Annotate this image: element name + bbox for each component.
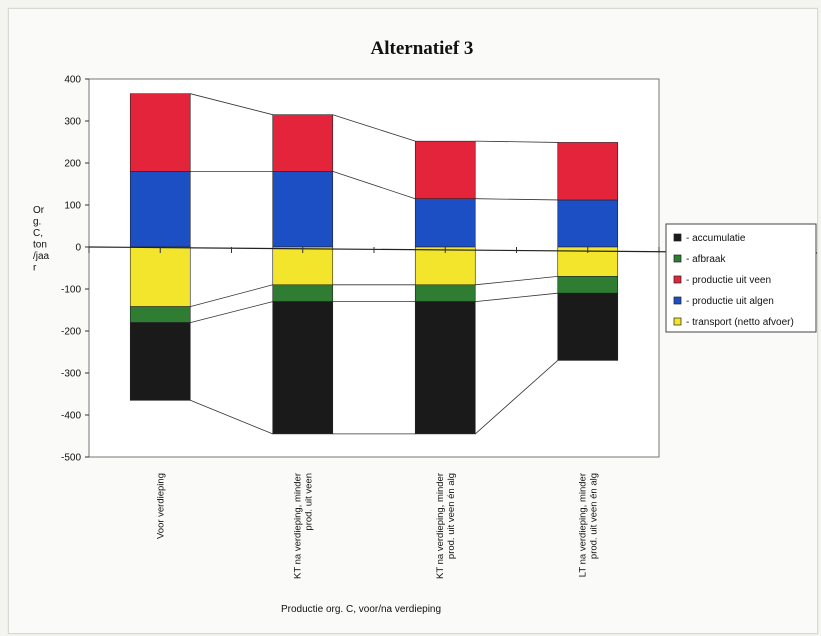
bar-segment-productie-uit-algen — [129, 171, 191, 248]
y-axis-title-line: g. — [33, 217, 41, 228]
x-category-label: Voor verdieping — [155, 473, 166, 539]
series-connector-line — [475, 198, 558, 201]
x-category-label: KT na verdieping, minder prod. uit veen — [292, 473, 314, 579]
y-tick-label: -100 — [61, 285, 81, 296]
x-axis-title: Productie org. C, voor/na verdieping — [281, 604, 441, 615]
stacked-bar-chart: Alternatief 3 400 300 200 100 0 -100 -200 -300 -… — [33, 38, 817, 615]
bar-segment-productie-uit-algen — [272, 171, 334, 248]
connector-lines — [190, 93, 559, 435]
bar-segment-productie-uit-veen — [129, 93, 191, 172]
y-axis-title-line: ton — [33, 240, 47, 251]
x-category-label-line: prod. uit veen én alg — [588, 473, 599, 559]
bar-segment-transport-netto-afvoer — [129, 246, 191, 307]
bar-segment-afbraak — [414, 284, 476, 302]
bar-segment-afbraak — [129, 306, 191, 323]
x-category-label-line: KT na verdieping, minder — [435, 473, 446, 579]
chart-page: Alternatief 3 400 300 200 100 0 -100 -200 -300 -… — [8, 8, 818, 634]
legend-label-accumulatie: - accumulatie — [686, 233, 746, 244]
y-axis-title-line: Or — [33, 205, 45, 216]
legend-label-productie-uit-algen: - productie uit algen — [686, 296, 774, 307]
bar-segment-productie-uit-veen — [557, 142, 619, 201]
x-category-label-line: prod. uit veen én alg — [446, 473, 457, 559]
x-category-label: LT na verdieping, minder prod. uit veen é… — [577, 473, 599, 577]
chart-title: Alternatief 3 — [371, 38, 474, 59]
series-connector-line — [190, 301, 273, 323]
y-tick-label: 400 — [64, 75, 81, 86]
series-connector-line — [475, 276, 558, 286]
legend-label-afbraak: - afbraak — [686, 254, 726, 265]
y-tick-label: 100 — [64, 201, 81, 212]
bar-segment-productie-uit-veen — [414, 140, 476, 200]
x-category-label-line: KT na verdieping, minder — [292, 473, 303, 579]
y-tick-label: 300 — [64, 117, 81, 128]
legend-label-transport-netto-afvoer: - transport (netto afvoer) — [686, 317, 794, 328]
series-connector-line — [475, 292, 558, 302]
bar-segment-accumulatie — [272, 301, 334, 435]
y-axis-title-line: C, — [33, 228, 43, 239]
x-category-label-line: LT na verdieping, minder — [577, 473, 588, 577]
y-tick-label: 200 — [64, 159, 81, 170]
x-axis-category-labels: Voor verdieping KT na verdieping, minder p… — [88, 247, 660, 579]
y-axis-title-line: /jaa — [33, 251, 50, 262]
y-tick-label: 0 — [75, 243, 81, 254]
legend-swatch-transport-netto-afvoer — [673, 317, 682, 326]
x-category-label-line: prod. uit veen — [303, 473, 314, 531]
legend-swatch-afbraak — [673, 254, 682, 263]
bar-segment-afbraak — [557, 276, 619, 294]
series-connector-line — [332, 171, 416, 200]
bar-segment-transport-netto-afvoer — [272, 246, 334, 286]
y-axis-title-line: r — [33, 263, 37, 274]
y-tick-label: -400 — [61, 411, 81, 422]
series-connector-line — [190, 284, 273, 308]
x-category-label-line: Voor verdieping — [155, 473, 166, 539]
y-tick-label: -500 — [61, 453, 81, 464]
y-tick-label: -300 — [61, 369, 81, 380]
series-connector-line — [475, 140, 558, 143]
legend-label-productie-uit-veen: - productie uit veen — [686, 275, 771, 286]
series-connector-line — [190, 399, 273, 435]
bar-segment-productie-uit-veen — [272, 114, 334, 172]
legend-swatch-accumulatie — [673, 233, 682, 242]
bar-segment-accumulatie — [557, 292, 619, 361]
legend-swatch-productie-uit-algen — [673, 296, 682, 305]
y-axis: 400 300 200 100 0 -100 -200 -300 -400 -500 — [61, 75, 89, 464]
y-tick-label: -200 — [61, 327, 81, 338]
series-connector-line — [474, 360, 559, 435]
x-category-label: KT na verdieping, minder prod. uit veen é… — [435, 473, 457, 579]
bar-segment-accumulatie — [414, 301, 476, 435]
bar-segment-productie-uit-algen — [557, 199, 619, 248]
legend: - accumulatie - afbraak - productie uit ve… — [665, 223, 817, 333]
bar-segment-afbraak — [272, 284, 334, 302]
legend-swatch-productie-uit-veen — [673, 275, 682, 284]
legend-box — [665, 223, 817, 333]
series-connector-line — [332, 114, 416, 142]
series-connector-line — [190, 93, 273, 116]
bars-group — [129, 93, 619, 435]
bar-segment-accumulatie — [129, 322, 191, 401]
bar-segment-productie-uit-algen — [414, 198, 476, 248]
